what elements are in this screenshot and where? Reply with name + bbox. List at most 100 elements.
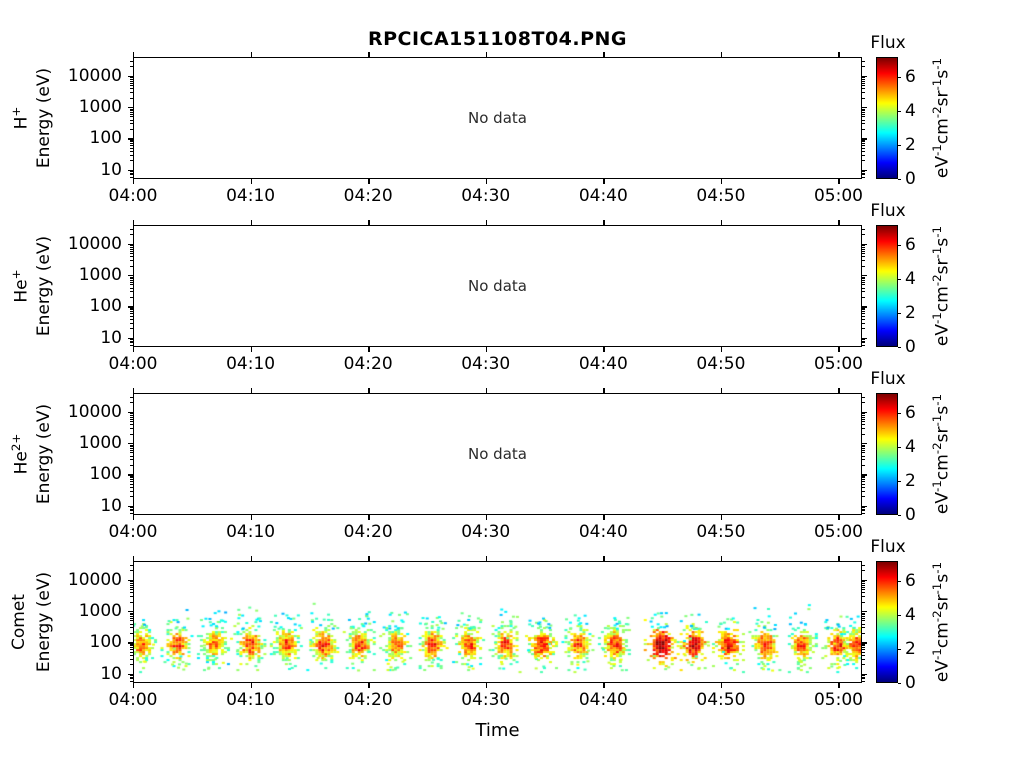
colorbar-units-label: eV-1cm-2sr-1s-1	[930, 561, 953, 683]
y-minortick-left	[129, 114, 133, 115]
colorbar-tick	[898, 648, 901, 650]
y-minortick-right	[862, 490, 866, 492]
y-tick-left	[128, 275, 133, 277]
x-tick-label: 05:00	[813, 354, 863, 374]
x-tick-top	[133, 220, 135, 225]
y-minortick-left	[129, 601, 133, 603]
y-minortick-left	[129, 589, 133, 591]
y-axis-title: Energy (eV)	[34, 571, 54, 673]
y-minortick-left	[129, 278, 133, 280]
colorbar-tick-label: 0	[905, 673, 916, 693]
y-minortick-right	[862, 424, 866, 426]
y-minortick-right	[862, 139, 866, 141]
x-tick-top	[485, 220, 488, 225]
y-minortick-left	[129, 654, 133, 656]
y-minortick-left	[129, 623, 133, 625]
x-tick-top	[603, 388, 605, 393]
colorbar-tick-label: 6	[905, 235, 916, 256]
x-tick-top	[250, 388, 252, 393]
y-minortick-left	[129, 675, 133, 677]
y-minortick-right	[862, 282, 866, 283]
x-tick-top	[838, 220, 840, 225]
y-minortick-right	[862, 596, 866, 598]
colorbar-title: Flux	[870, 537, 906, 557]
y-minortick-left	[129, 452, 133, 454]
x-tick-label: 04:30	[461, 522, 511, 542]
x-tick-bottom	[368, 347, 370, 352]
x-tick-bottom	[485, 347, 488, 352]
x-tick-label: 04:20	[343, 522, 393, 542]
x-tick-top	[250, 556, 252, 561]
y-minortick-right	[862, 643, 866, 645]
comet-spectrogram-data	[134, 562, 861, 682]
colorbar-tick-label: 0	[905, 505, 916, 525]
y-minortick-right	[862, 459, 866, 461]
y-minortick-right	[862, 311, 866, 313]
x-tick-label: 04:50	[696, 522, 746, 542]
x-tick-label: 04:40	[578, 186, 628, 206]
y-minortick-right	[862, 307, 866, 309]
y-minortick-left	[129, 328, 133, 330]
y-minortick-left	[129, 248, 133, 250]
y-minortick-right	[862, 245, 866, 247]
y-minortick-left	[129, 581, 133, 583]
y-minortick-right	[862, 632, 866, 634]
colorbar-tick	[898, 480, 901, 482]
y-minortick-left	[129, 447, 133, 449]
y-minortick-left	[129, 342, 133, 344]
y-minortick-left	[129, 123, 133, 125]
y-minortick-right	[862, 123, 866, 125]
y-minortick-left	[129, 250, 133, 252]
y-minortick-left	[129, 141, 133, 143]
y-tick-left	[128, 474, 133, 476]
x-tick-top	[720, 388, 723, 393]
x-tick-label: 05:00	[813, 186, 863, 206]
colorbar-tick-label: 2	[905, 471, 916, 492]
x-tick-top	[133, 556, 135, 561]
colorbar-tick	[898, 178, 901, 180]
y-minortick-left	[129, 108, 133, 110]
x-tick-bottom	[133, 515, 135, 520]
y-minortick-left	[129, 60, 133, 62]
y-minortick-right	[862, 340, 866, 342]
y-minortick-right	[862, 433, 866, 435]
y-minortick-left	[129, 150, 133, 152]
y-minortick-right	[862, 253, 866, 255]
y-minortick-left	[129, 433, 133, 435]
y-minortick-right	[862, 414, 866, 416]
y-minortick-right	[862, 296, 866, 298]
y-minortick-right	[862, 248, 866, 250]
y-minortick-right	[862, 649, 866, 651]
x-tick-label: 04:10	[226, 522, 276, 542]
y-tick-label: 1000	[78, 97, 122, 118]
x-tick-bottom	[720, 347, 723, 352]
y-tick-right	[862, 505, 867, 507]
x-tick-bottom	[368, 683, 370, 688]
y-tick-right	[862, 673, 867, 675]
y-minortick-right	[862, 328, 866, 330]
y-axis-title: Energy (eV)	[34, 235, 54, 337]
y-minortick-left	[129, 676, 133, 678]
y-minortick-right	[862, 110, 866, 112]
y-minortick-left	[129, 643, 133, 645]
y-minortick-right	[862, 276, 866, 278]
y-minortick-right	[862, 256, 866, 258]
x-tick-top	[368, 556, 370, 561]
y-tick-right	[862, 169, 867, 171]
y-tick-label: 10000	[67, 65, 122, 86]
y-minortick-right	[862, 315, 866, 317]
y-tick-label: 100	[89, 464, 122, 485]
y-minortick-left	[129, 245, 133, 247]
y-minortick-right	[862, 250, 866, 252]
y-minortick-right	[862, 618, 866, 619]
y-minortick-right	[862, 510, 866, 512]
y-minortick-left	[129, 486, 133, 488]
y-minortick-left	[129, 424, 133, 426]
y-tick-right	[862, 443, 867, 445]
y-minortick-left	[129, 160, 133, 162]
y-tick-right	[862, 275, 867, 277]
colorbar-tick-label: 6	[905, 571, 916, 592]
colorbar-units-label: eV-1cm-2sr-1s-1	[930, 393, 953, 515]
y-minortick-right	[862, 446, 866, 448]
y-minortick-right	[862, 145, 866, 147]
